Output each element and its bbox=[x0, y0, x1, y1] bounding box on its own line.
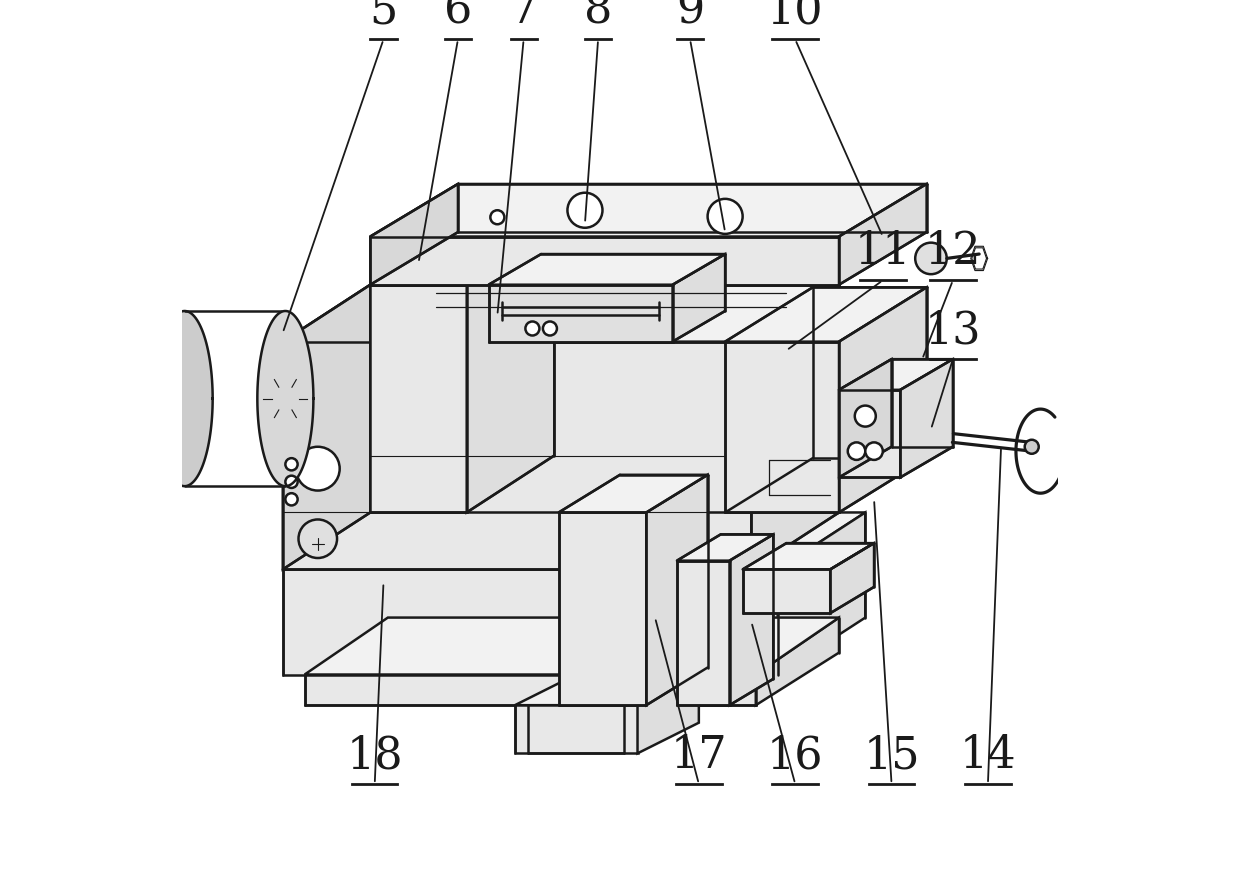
Circle shape bbox=[848, 442, 866, 460]
Polygon shape bbox=[515, 675, 699, 705]
Circle shape bbox=[866, 442, 883, 460]
Polygon shape bbox=[156, 311, 213, 486]
Polygon shape bbox=[729, 534, 774, 705]
Polygon shape bbox=[283, 342, 751, 569]
Polygon shape bbox=[283, 512, 866, 569]
Circle shape bbox=[296, 447, 340, 491]
Polygon shape bbox=[725, 342, 839, 512]
Polygon shape bbox=[751, 285, 839, 569]
Text: 18: 18 bbox=[346, 734, 403, 777]
Text: 13: 13 bbox=[925, 309, 981, 352]
Polygon shape bbox=[725, 287, 926, 342]
Polygon shape bbox=[489, 285, 672, 342]
Polygon shape bbox=[755, 618, 839, 705]
Polygon shape bbox=[743, 569, 831, 613]
Polygon shape bbox=[777, 512, 866, 675]
Polygon shape bbox=[371, 237, 839, 285]
Circle shape bbox=[854, 406, 875, 427]
Polygon shape bbox=[559, 512, 646, 705]
Circle shape bbox=[526, 321, 539, 336]
Polygon shape bbox=[743, 543, 874, 569]
Text: 17: 17 bbox=[671, 734, 727, 777]
Polygon shape bbox=[371, 184, 926, 237]
Polygon shape bbox=[900, 359, 952, 477]
Circle shape bbox=[915, 243, 947, 274]
Polygon shape bbox=[646, 475, 708, 705]
Polygon shape bbox=[672, 254, 725, 342]
Polygon shape bbox=[283, 285, 371, 569]
Circle shape bbox=[285, 458, 298, 470]
Polygon shape bbox=[839, 390, 900, 477]
Polygon shape bbox=[283, 285, 839, 342]
Polygon shape bbox=[305, 618, 839, 675]
Text: 14: 14 bbox=[960, 734, 1017, 777]
Polygon shape bbox=[677, 561, 729, 705]
Text: 15: 15 bbox=[863, 734, 920, 777]
Polygon shape bbox=[305, 675, 755, 705]
Circle shape bbox=[299, 519, 337, 558]
Polygon shape bbox=[839, 359, 952, 390]
Text: 9: 9 bbox=[676, 0, 704, 32]
Polygon shape bbox=[677, 534, 774, 561]
Circle shape bbox=[708, 199, 743, 234]
Polygon shape bbox=[839, 287, 926, 512]
Text: 10: 10 bbox=[766, 0, 823, 32]
Polygon shape bbox=[559, 475, 708, 512]
Polygon shape bbox=[258, 311, 314, 486]
Text: 16: 16 bbox=[768, 734, 823, 777]
Circle shape bbox=[568, 193, 603, 228]
Text: 5: 5 bbox=[370, 0, 398, 32]
Text: 8: 8 bbox=[584, 0, 613, 32]
Circle shape bbox=[285, 476, 298, 488]
Polygon shape bbox=[466, 228, 554, 512]
Text: 11: 11 bbox=[854, 230, 911, 273]
Polygon shape bbox=[515, 705, 637, 753]
Circle shape bbox=[490, 210, 505, 224]
Polygon shape bbox=[371, 184, 458, 285]
Polygon shape bbox=[283, 569, 777, 675]
Polygon shape bbox=[839, 359, 892, 477]
Circle shape bbox=[1024, 440, 1039, 454]
Polygon shape bbox=[637, 675, 699, 753]
Circle shape bbox=[854, 401, 911, 457]
Polygon shape bbox=[839, 184, 926, 285]
Text: 7: 7 bbox=[510, 0, 538, 32]
Polygon shape bbox=[371, 285, 466, 512]
Polygon shape bbox=[371, 228, 554, 285]
Polygon shape bbox=[831, 543, 874, 613]
Text: 6: 6 bbox=[444, 0, 472, 32]
Polygon shape bbox=[489, 254, 725, 285]
Circle shape bbox=[285, 493, 298, 505]
Text: 12: 12 bbox=[925, 230, 981, 273]
Circle shape bbox=[543, 321, 557, 336]
